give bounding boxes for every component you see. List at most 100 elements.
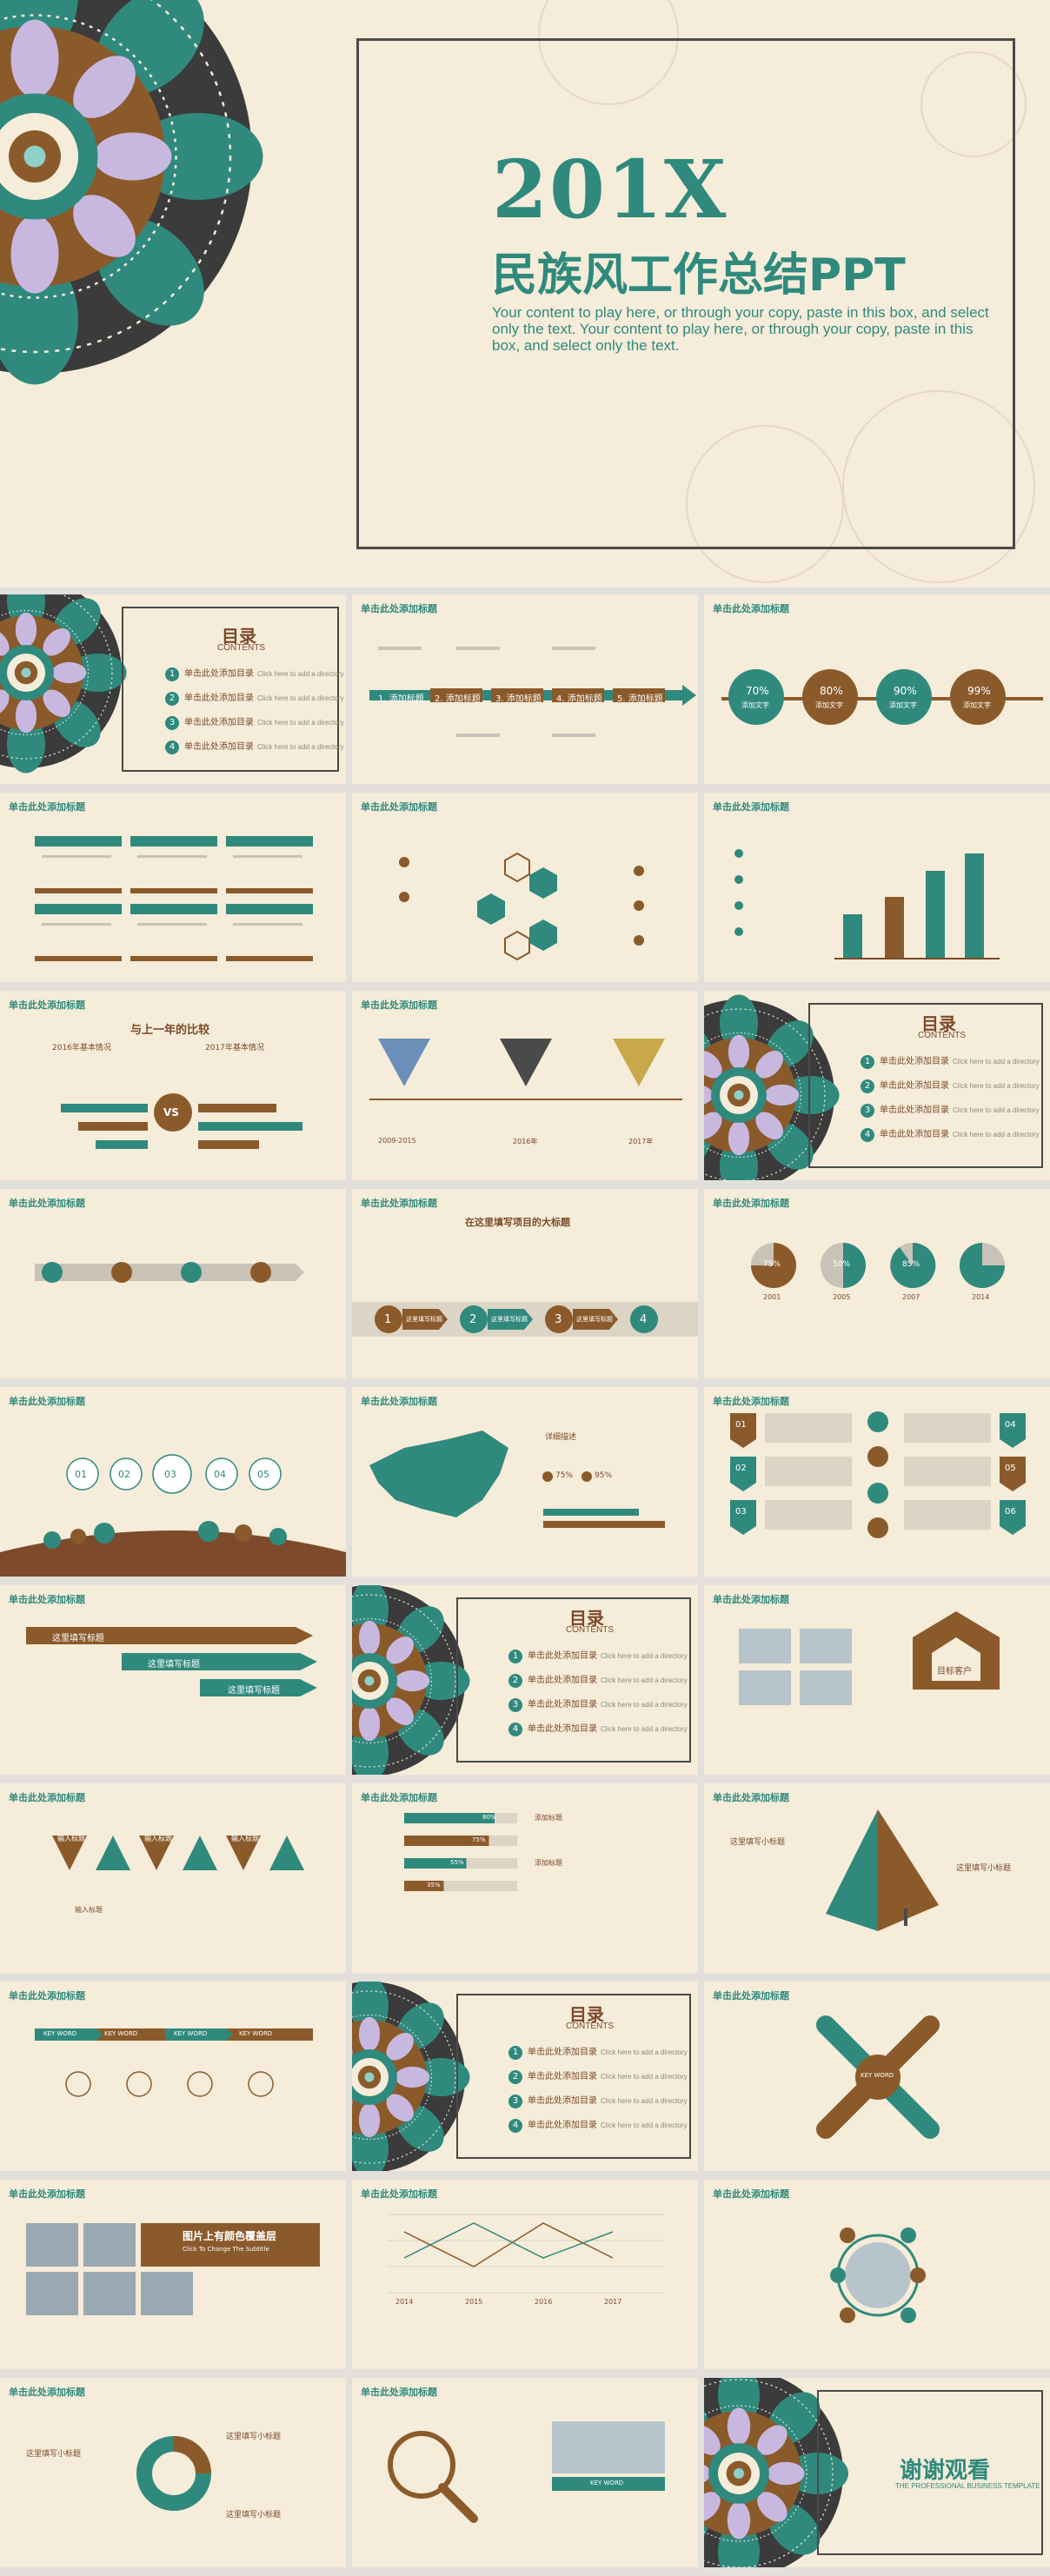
slide-percent-circles[interactable]: 单击此处添加标题 70% 80% 90% 99% 添加文字 添加文字 添加文字 … <box>704 594 1050 784</box>
percent-value: 70% <box>746 685 769 697</box>
slide-thanks[interactable]: 谢谢观看 THE PROFESSIONAL BUSINESS TEMPLATE <box>704 2378 1050 2567</box>
toc-item[interactable]: 3 单击此处添加目录 Click here to add a directory <box>861 1102 1040 1118</box>
slide-toc-3[interactable]: 目录 CONTENTS 1 单击此处添加目录 Click here to add a… <box>352 1585 698 1775</box>
toc-item[interactable]: 3 单击此处添加目录 Click here to add a directory <box>508 1696 688 1712</box>
cover-year: 201X <box>492 143 728 236</box>
slide-header: 单击此处添加标题 <box>9 2387 85 2398</box>
toc-frame <box>456 1597 691 1763</box>
slide-header: 单击此处添加标题 <box>361 2387 437 2398</box>
toc-item[interactable]: 1 单击此处添加目录 Click here to add a directory <box>165 666 344 681</box>
zigzag-num: 05 <box>1005 1464 1016 1473</box>
pie-value: 85% <box>902 1260 920 1269</box>
slide-process-icons[interactable]: 单击此处添加标题 <box>0 1189 346 1378</box>
pie-year: 2001 <box>763 1293 781 1301</box>
bubble-num: 04 <box>214 1469 226 1480</box>
slide-timeline[interactable]: 单击此处添加标题 2009-2015 2016年 2017年 <box>352 991 698 1180</box>
triangle-label: 输入标题 <box>57 1835 85 1842</box>
bubble-num: 03 <box>164 1469 176 1480</box>
slide-header: 单击此处添加标题 <box>9 1396 85 1407</box>
slide-target[interactable]: 单击此处添加标题 目标客户 <box>704 1585 1050 1775</box>
step-label: 2. 添加标题 <box>435 694 481 704</box>
slide-steps[interactable]: 单击此处添加标题 1. 添加标题 2. 添加标题 3. 添加标题 4. 添加标题… <box>352 594 698 784</box>
slide-progress[interactable]: 单击此处添加标题 添加标题 添加标题 80% 75% 55% 35% <box>352 1783 698 1973</box>
toc-item[interactable]: 2 单击此处添加目录 Click here to add a directory <box>861 1078 1040 1093</box>
toc-item[interactable]: 2 单击此处添加目录 Click here to add a directory <box>508 2068 688 2084</box>
pie-value: 75% <box>763 1260 781 1269</box>
slide-map[interactable]: 单击此处添加标题 详细描述 75% 95% <box>352 1387 698 1577</box>
slide-header: 单击此处添加标题 <box>713 2188 789 2200</box>
slide-magnifier[interactable]: 单击此处添加标题 KEY WORD <box>352 2378 698 2567</box>
keyword-label: KEY WORD <box>590 2480 624 2486</box>
slide-toc-2[interactable]: 目录 CONTENTS 1 单击此处添加目录 Click here to add a… <box>704 991 1050 1180</box>
thanks-subtitle: THE PROFESSIONAL BUSINESS TEMPLATE <box>895 2482 1040 2490</box>
cross-graphic <box>816 2015 940 2139</box>
slide-toc-1[interactable]: 目录 CONTENTS 1 单击此处添加目录 Click here to add a… <box>0 594 346 784</box>
toc-item[interactable]: 3 单击此处添加目录 Click here to add a directory <box>508 2093 688 2108</box>
circle-icons-graphic <box>830 2227 926 2323</box>
slide-zigzag[interactable]: 单击此处添加标题 01 02 03 04 05 06 <box>704 1387 1050 1577</box>
slide-header: 单击此处添加标题 <box>9 1990 85 2002</box>
toc-item[interactable]: 1 单击此处添加目录 Click here to add a directory <box>508 2044 688 2060</box>
slide-hexagons[interactable]: 单击此处添加标题 <box>352 793 698 982</box>
big-title: 在这里填写项目的大标题 <box>465 1217 570 1228</box>
slide-banners[interactable]: 单击此处添加标题 这里填写标题 这里填写标题 这里填写标题 <box>0 1585 346 1775</box>
timeline-year: 2017年 <box>628 1138 654 1145</box>
china-map-graphic <box>369 1431 665 1528</box>
slide-header: 单击此处添加标题 <box>361 999 437 1011</box>
percent-label: 添加文字 <box>741 701 769 709</box>
bubbles-trees-graphic <box>0 1454 346 1577</box>
slide-bubbles[interactable]: 单击此处添加标题 01 02 03 04 05 <box>0 1387 346 1577</box>
slide-cross[interactable]: 单击此处添加标题 KEY WORD <box>704 1982 1050 2171</box>
slide-keywords[interactable]: 单击此处添加标题 KEY WORD KEY WORD KEY WORD KEY … <box>0 1982 346 2171</box>
photo-title: 图片上有颜色覆盖层 <box>183 2230 277 2242</box>
toc-item[interactable]: 4 单击此处添加目录 Click here to add a directory <box>508 1721 688 1736</box>
slide-bar-chart[interactable]: 单击此处添加标题 <box>704 793 1050 982</box>
line-year: 2016 <box>535 2298 553 2306</box>
toc-item[interactable]: 4 单击此处添加目录 Click here to add a directory <box>861 1126 1040 1142</box>
keyword-bands-graphic <box>35 2028 313 2097</box>
slide-line-chart[interactable]: 单击此处添加标题 2014 2015 2016 2017 <box>352 2180 698 2369</box>
process-chevrons-graphic <box>35 1262 304 1283</box>
slide-triangles[interactable]: 单击此处添加标题 输入标题 输入标题 输入标题 输入标题 <box>0 1783 346 1973</box>
step-label: 1. 添加标题 <box>378 694 424 704</box>
toc-item[interactable]: 4 单击此处添加目录 Click here to add a directory <box>165 739 344 754</box>
slide-header: 单击此处添加标题 <box>9 1792 85 1803</box>
slide-pies[interactable]: 单击此处添加标题 75% 50% 85% 2001 2005 2007 2014 <box>704 1189 1050 1378</box>
slide-header: 单击此处添加标题 <box>713 801 789 813</box>
banner-label: 这里填写标题 <box>52 1634 104 1643</box>
cover-title: 民族风工作总结PPT <box>492 249 906 302</box>
arrow-step-num: 1 <box>384 1313 392 1326</box>
toc-item[interactable]: 1 单击此处添加目录 Click here to add a directory <box>861 1053 1040 1069</box>
slide-circle-icons[interactable]: 单击此处添加标题 <box>704 2180 1050 2369</box>
slide-header: 单击此处添加标题 <box>713 1990 789 2002</box>
step-label: 3. 添加标题 <box>495 694 542 704</box>
zigzag-num: 06 <box>1005 1507 1016 1517</box>
photo-collage-graphic <box>26 2223 320 2315</box>
toc-item[interactable]: 1 单击此处添加目录 Click here to add a directory <box>508 1648 688 1663</box>
bubble-num: 05 <box>257 1469 269 1480</box>
keyword-label: KEY WORD <box>239 2030 273 2037</box>
slide-photo-overlay[interactable]: 单击此处添加标题 图片上有颜色覆盖层 Click To Change The S… <box>0 2180 346 2369</box>
slide-compare[interactable]: 单击此处添加标题 与上一年的比较 2016年基本情况 2017年基本情况 VS <box>0 991 346 1180</box>
timeline-year: 2009-2015 <box>378 1137 416 1145</box>
bubble-num: 01 <box>75 1469 87 1480</box>
slide-ring[interactable]: 单击此处添加标题 这里填写小标题 这里填写小标题 这里填写小标题 <box>0 2378 346 2567</box>
photos-target-graphic <box>739 1611 1000 1705</box>
progress-fill <box>404 1858 467 1869</box>
toc-item[interactable]: 2 单击此处添加目录 Click here to add a directory <box>508 1672 688 1688</box>
vs-badge: VS <box>163 1106 179 1119</box>
slide-cards[interactable]: 单击此处添加标题 <box>0 793 346 982</box>
slide-header: 单击此处添加标题 <box>361 1198 437 1209</box>
percent-value: 90% <box>894 685 917 697</box>
slide-arrow-steps[interactable]: 单击此处添加标题 在这里填写项目的大标题 1 2 3 4 这里填写标题 这里填写… <box>352 1189 698 1378</box>
slide-pyramid[interactable]: 单击此处添加标题 这里填写小标题 这里填写小标题 <box>704 1783 1050 1973</box>
toc-item[interactable]: 2 单击此处添加目录 Click here to add a directory <box>165 690 344 706</box>
progress-value: 75% <box>472 1836 486 1843</box>
toc-item[interactable]: 4 单击此处添加目录 Click here to add a directory <box>508 2117 688 2133</box>
slide-header: 单击此处添加标题 <box>713 1396 789 1407</box>
ring-label: 这里填写小标题 <box>226 2511 282 2520</box>
slide-toc-4[interactable]: 目录 CONTENTS 1 单击此处添加目录 Click here to add a… <box>352 1982 698 2171</box>
toc-item[interactable]: 3 单击此处添加目录 Click here to add a directory <box>165 714 344 730</box>
cover-slide: 201X 民族风工作总结PPT Your content to play her… <box>0 0 1050 588</box>
line-year: 2014 <box>395 2298 414 2306</box>
